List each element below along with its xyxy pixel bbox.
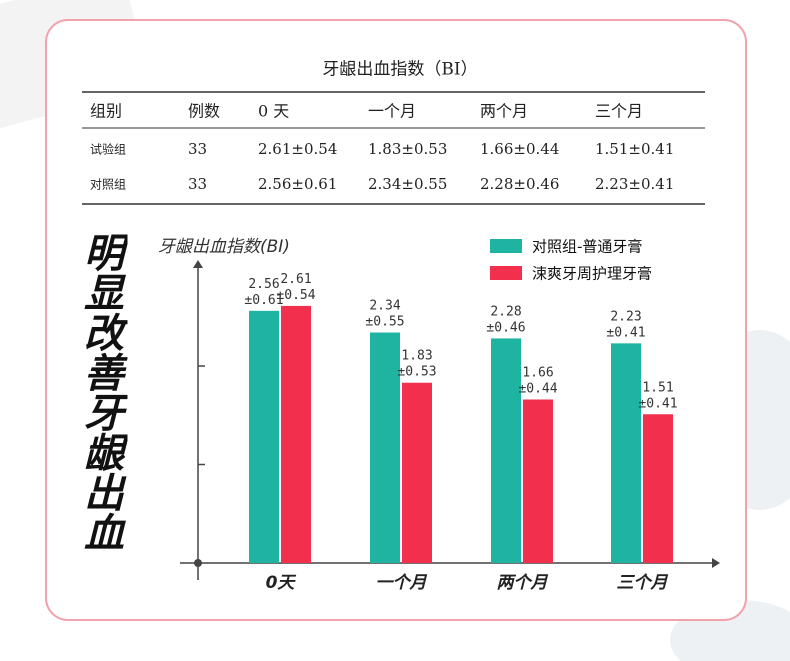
table-header: 一个月 [368,102,416,121]
value-label: 2.23 ±0.41 [606,309,645,340]
table-cell: 2.34±0.55 [368,175,447,193]
table-cell: 33 [188,140,207,158]
x-tick-label: 一个月 [376,573,428,593]
table-header: 0 天 [258,102,289,121]
card [45,19,747,621]
value-label: 2.28 ±0.46 [486,304,525,335]
value-label-line: ±0.46 [486,320,525,335]
table-cell: 2.61±0.54 [258,140,337,158]
bar [523,399,553,563]
value-label-line: 2.56 [248,276,279,291]
table-cell: 33 [188,175,207,193]
value-label-line: ±0.41 [606,325,645,340]
side-text: 明显改善牙龈出血 [77,232,123,552]
bar [491,338,521,563]
value-label: 1.51 ±0.41 [638,380,677,411]
value-label-line: ±0.61 [244,292,283,307]
table-header: 组别 [90,102,122,121]
bar [249,310,279,563]
table-title: 牙龈出血指数（BI） [322,60,477,80]
axis-arrow [712,558,720,568]
value-label: 2.56 ±0.61 [244,276,283,307]
legend-swatch [490,266,522,280]
origin [194,559,202,567]
legend-swatch [490,239,522,253]
value-label-line: ±0.53 [397,364,436,379]
bar [611,343,641,563]
chart-title: 牙龈出血指数(BI) [158,237,290,257]
table-header: 例数 [188,102,220,121]
value-label: 1.66 ±0.44 [518,365,557,396]
value-label-line: 1.66 [522,365,553,380]
value-label-line: 2.34 [369,298,400,313]
table-header: 三个月 [595,102,643,121]
value-label: 1.83 ±0.53 [397,348,436,379]
table-header: 两个月 [480,102,528,121]
table-cell: 2.28±0.46 [480,175,559,193]
table-cell: 1.83±0.53 [368,140,447,158]
bar [643,414,673,563]
value-label: 2.34 ±0.55 [365,298,404,329]
value-label-line: 1.83 [401,348,432,363]
x-tick-label: 0天 [266,573,297,593]
value-label-line: 2.23 [610,309,641,324]
value-label-line: ±0.44 [518,381,557,396]
table-cell: 2.56±0.61 [258,175,337,193]
bar [370,332,400,563]
value-label-line: ±0.41 [638,396,677,411]
table-cell: 1.66±0.44 [480,140,559,158]
value-label-line: ±0.54 [276,287,315,302]
axis-arrow [193,260,203,268]
bar [402,382,432,563]
legend-label: 对照组-普通牙膏 [532,238,642,256]
value-label-line: ±0.55 [365,314,404,329]
table-cell: 试验组 [90,142,126,157]
value-label-line: 2.28 [490,304,521,319]
table-cell: 1.51±0.41 [595,140,674,158]
table-cell: 对照组 [90,178,126,192]
value-label-line: 2.61 [280,271,311,286]
x-tick-label: 三个月 [617,573,669,593]
legend-label: 涑爽牙周护理牙膏 [532,265,652,283]
bar [281,305,311,563]
value-label-line: 1.51 [642,380,673,395]
value-label: 2.61 ±0.54 [276,271,315,302]
table-cell: 2.23±0.41 [595,175,674,193]
x-tick-label: 两个月 [497,573,549,593]
